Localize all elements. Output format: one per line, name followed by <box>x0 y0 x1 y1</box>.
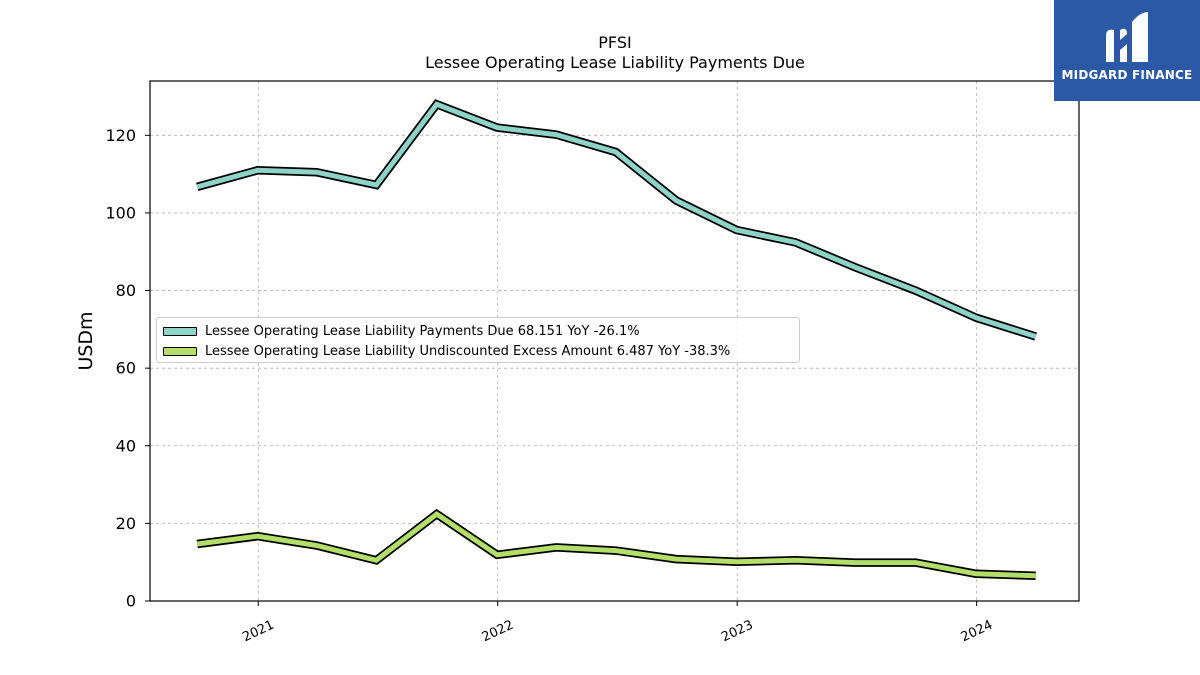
x-tick-label: 2024 <box>959 618 995 646</box>
plot-frame <box>149 80 1080 602</box>
chart-title: PFSI <box>598 33 631 52</box>
x-tick-label: 2023 <box>719 618 755 646</box>
legend-swatch <box>163 326 197 336</box>
y-tick-label: 100 <box>105 203 136 222</box>
x-tick-label: 2022 <box>480 618 516 646</box>
y-tick-label: 20 <box>116 514 136 533</box>
legend-swatch <box>163 346 197 356</box>
y-tick-label: 120 <box>105 126 136 145</box>
series-line <box>196 511 1036 579</box>
series-layer <box>196 99 1037 581</box>
y-tick-label: 60 <box>116 359 136 378</box>
y-tick-label: 40 <box>116 436 136 455</box>
legend-item: Lessee Operating Lease Liability Undisco… <box>163 341 799 361</box>
series-line <box>196 101 1037 339</box>
y-axis: 0 20 40 60 80 100 120 <box>105 126 150 611</box>
logo-icon <box>1106 12 1148 63</box>
legend-label: Lessee Operating Lease Liability Payment… <box>205 323 640 339</box>
y-tick-label: 80 <box>116 281 136 300</box>
x-tick-label: 2021 <box>240 618 276 646</box>
y-axis-label: USDm <box>75 311 97 370</box>
legend-item: Lessee Operating Lease Liability Payment… <box>163 321 799 341</box>
chart-subtitle: Lessee Operating Lease Liability Payment… <box>425 53 805 72</box>
y-tick-label: 0 <box>126 592 136 611</box>
series-outline <box>196 99 1037 341</box>
logo-text: MIDGARD FINANCE <box>1061 68 1193 82</box>
brand-logo: MIDGARD FINANCE <box>1054 0 1200 101</box>
legend-label: Lessee Operating Lease Liability Undisco… <box>205 343 731 359</box>
x-axis: 2021 2022 2023 2024 <box>240 601 995 645</box>
legend: Lessee Operating Lease Liability Payment… <box>156 317 800 363</box>
